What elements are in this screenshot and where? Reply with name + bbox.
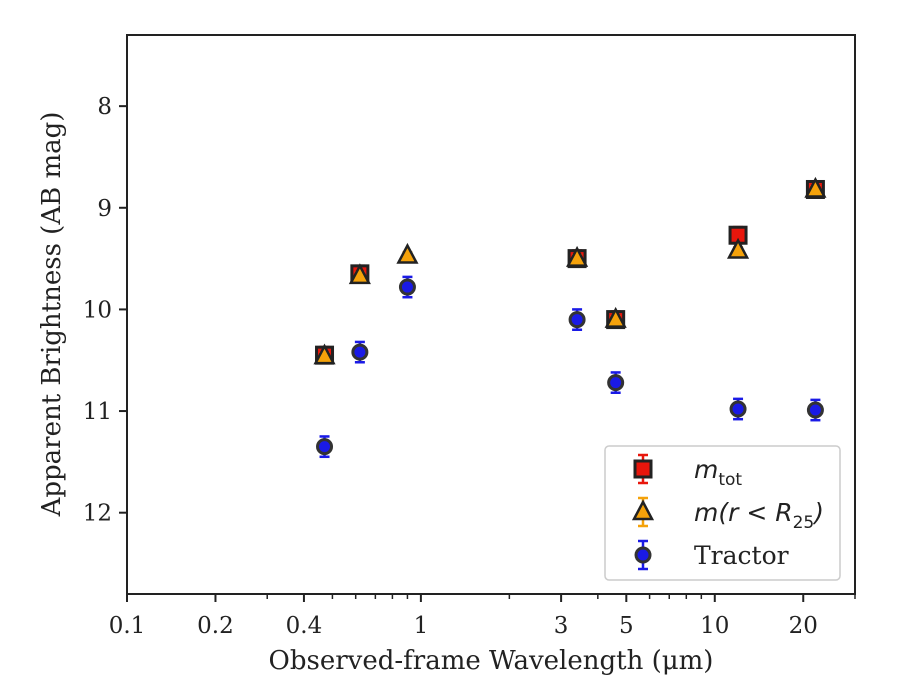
data-point [607, 374, 625, 392]
series-triangle [313, 176, 827, 365]
data-point [806, 401, 824, 419]
y-tick-label: 8 [97, 94, 112, 120]
x-tick-label: 0.4 [286, 613, 323, 639]
legend-label: m(r < R25) [694, 498, 824, 533]
x-tick-label: 10 [700, 613, 729, 639]
y-tick-label: 9 [97, 196, 112, 222]
series-circle [316, 275, 824, 459]
data-point [348, 263, 371, 285]
data-point [726, 237, 750, 259]
legend-marker [633, 459, 653, 479]
x-tick-label: 3 [554, 613, 569, 639]
y-tick-label: 11 [83, 399, 112, 425]
legend-label: mtot [694, 455, 742, 490]
legend-marker [631, 499, 655, 521]
x-tick-label: 1 [414, 613, 429, 639]
data-point [398, 278, 416, 296]
y-axis-label: Apparent Brightness (AB mag) [37, 112, 67, 518]
x-axis-label: Observed-frame Wavelength (μm) [269, 646, 714, 676]
axis-ticks: 0.1 0.2 0.4 1 3 5 10 20 8 9 10 11 12 [83, 94, 856, 639]
legend-label: Tractor [694, 541, 789, 570]
x-tick-label: 0.1 [109, 613, 146, 639]
data-point [729, 400, 747, 418]
legend-box [604, 445, 841, 581]
plot-frame [126, 34, 856, 595]
y-tick-label: 10 [83, 297, 112, 323]
x-tick-label: 5 [619, 613, 634, 639]
data-point [566, 245, 589, 267]
data-point [313, 343, 336, 365]
legend: mtot m(r < R25) Tractor [604, 445, 841, 581]
data-point [351, 343, 369, 361]
x-tick-label: 0.2 [197, 613, 234, 639]
data-point [604, 306, 627, 328]
plot-area [126, 34, 856, 595]
data-point [568, 311, 586, 329]
y-tick-label: 12 [83, 501, 112, 527]
legend-marker [634, 546, 652, 564]
data-point [396, 242, 419, 264]
data-point [316, 438, 334, 456]
x-tick-label: 20 [789, 613, 818, 639]
data-point [804, 176, 827, 198]
series-square [315, 179, 825, 365]
